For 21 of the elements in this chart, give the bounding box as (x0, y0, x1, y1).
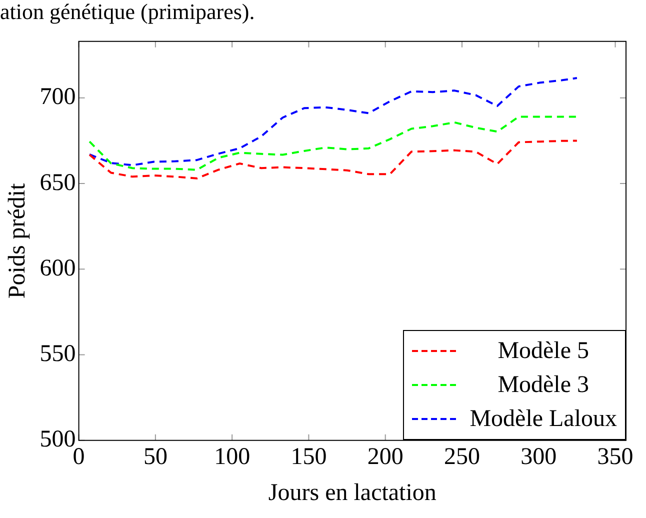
x-tick-label: 200 (367, 444, 404, 470)
x-tick-label: 150 (290, 444, 327, 470)
legend-label: Modèle Laloux (470, 406, 617, 433)
x-tick-label: 300 (520, 444, 557, 470)
line-series (88, 140, 578, 180)
line-series (88, 77, 578, 166)
x-tick-label: 0 (72, 444, 85, 470)
x-tick-label: 100 (214, 444, 250, 470)
legend-label: Modèle 5 (496, 338, 590, 365)
legend-label: Modèle 3 (496, 372, 590, 399)
y-tick-label: 700 (40, 84, 76, 110)
y-tick-label: 550 (40, 341, 76, 368)
line-series (88, 116, 578, 171)
x-tick-label: 350 (597, 444, 634, 470)
y-axis-title: Poids prédit (4, 182, 31, 299)
x-tick-label: 250 (444, 444, 480, 470)
y-tick-label: 600 (40, 255, 76, 282)
x-tick-label: 50 (143, 444, 168, 470)
chart-title: ation génétique (primipares). (0, 0, 255, 24)
x-axis-title: Jours en lactation (268, 480, 436, 506)
y-tick-label: 650 (40, 170, 76, 196)
